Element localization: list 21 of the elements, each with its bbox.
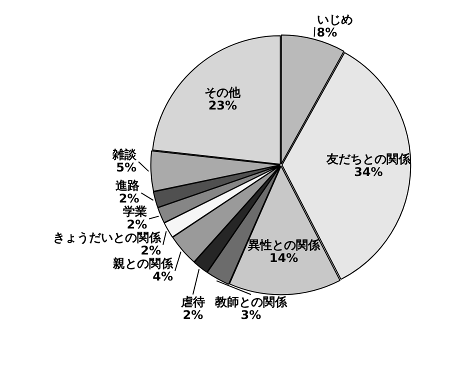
- slice-label: 親との関係: [112, 256, 174, 271]
- data-label: 2%: [182, 308, 204, 322]
- data-label: 23%: [208, 98, 238, 112]
- slice-label: 進路: [114, 178, 140, 193]
- slice-label: 雑談: [112, 147, 138, 162]
- slice-label: いじめ: [316, 12, 353, 27]
- slice-label: その他: [204, 85, 242, 100]
- data-label: 2%: [140, 244, 162, 258]
- slice-label: 異性との関係: [246, 238, 321, 252]
- data-label: 5%: [116, 160, 137, 174]
- data-label: 2%: [126, 218, 148, 232]
- slice-label: 虐待: [180, 295, 205, 310]
- data-label: 8%: [316, 26, 338, 40]
- slice-label: きょうだいとの関係: [53, 230, 162, 245]
- data-label: 4%: [152, 270, 173, 284]
- data-label: 34%: [354, 165, 383, 180]
- slice-label: 学業: [123, 204, 148, 219]
- data-label: 2%: [118, 192, 140, 206]
- slice-label: 教師との関係: [214, 295, 288, 310]
- data-label: 14%: [269, 251, 298, 266]
- data-label: 3%: [240, 308, 262, 322]
